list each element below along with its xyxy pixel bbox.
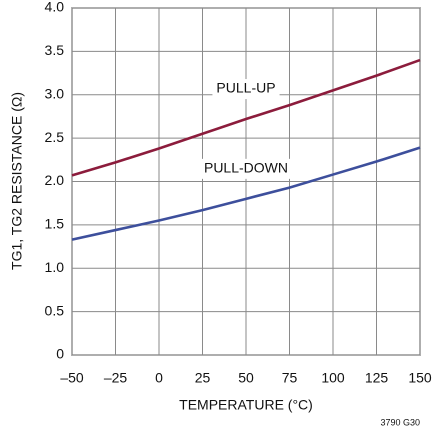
series-label: PULL-UP: [216, 80, 275, 96]
x-axis-title: TEMPERATURE (°C): [179, 397, 313, 413]
x-tick-label: 150: [408, 370, 432, 386]
label-background: [212, 79, 280, 100]
x-tick-label: 100: [321, 370, 345, 386]
x-tick-label: 50: [238, 370, 254, 386]
y-tick-label: 1.0: [45, 259, 65, 275]
y-tick-label: 4.0: [45, 0, 65, 15]
y-tick-label: 3.5: [45, 42, 65, 58]
series-label: PULL-DOWN: [204, 160, 288, 176]
x-tick-label: 25: [195, 370, 211, 386]
x-tick-label: 0: [155, 370, 163, 386]
x-tick-label: 125: [365, 370, 389, 386]
y-tick-label: 3.0: [45, 85, 65, 101]
y-tick-label: 0: [56, 346, 64, 362]
y-axis-title: TG1, TG2 RESISTANCE (Ω): [9, 92, 25, 270]
label-background: [199, 158, 293, 179]
series-line: [71, 58, 421, 177]
figure-note: 3790 G30: [380, 417, 420, 427]
y-tick-label: 1.5: [45, 216, 65, 232]
y-tick-label: 2.0: [45, 172, 65, 188]
y-tick-label: 0.5: [45, 302, 65, 318]
x-tick-label: 75: [282, 370, 298, 386]
x-tick-label: –25: [104, 370, 128, 386]
x-tick-label: –50: [60, 370, 84, 386]
series-line: [71, 146, 421, 241]
y-tick-label: 2.5: [45, 129, 65, 145]
